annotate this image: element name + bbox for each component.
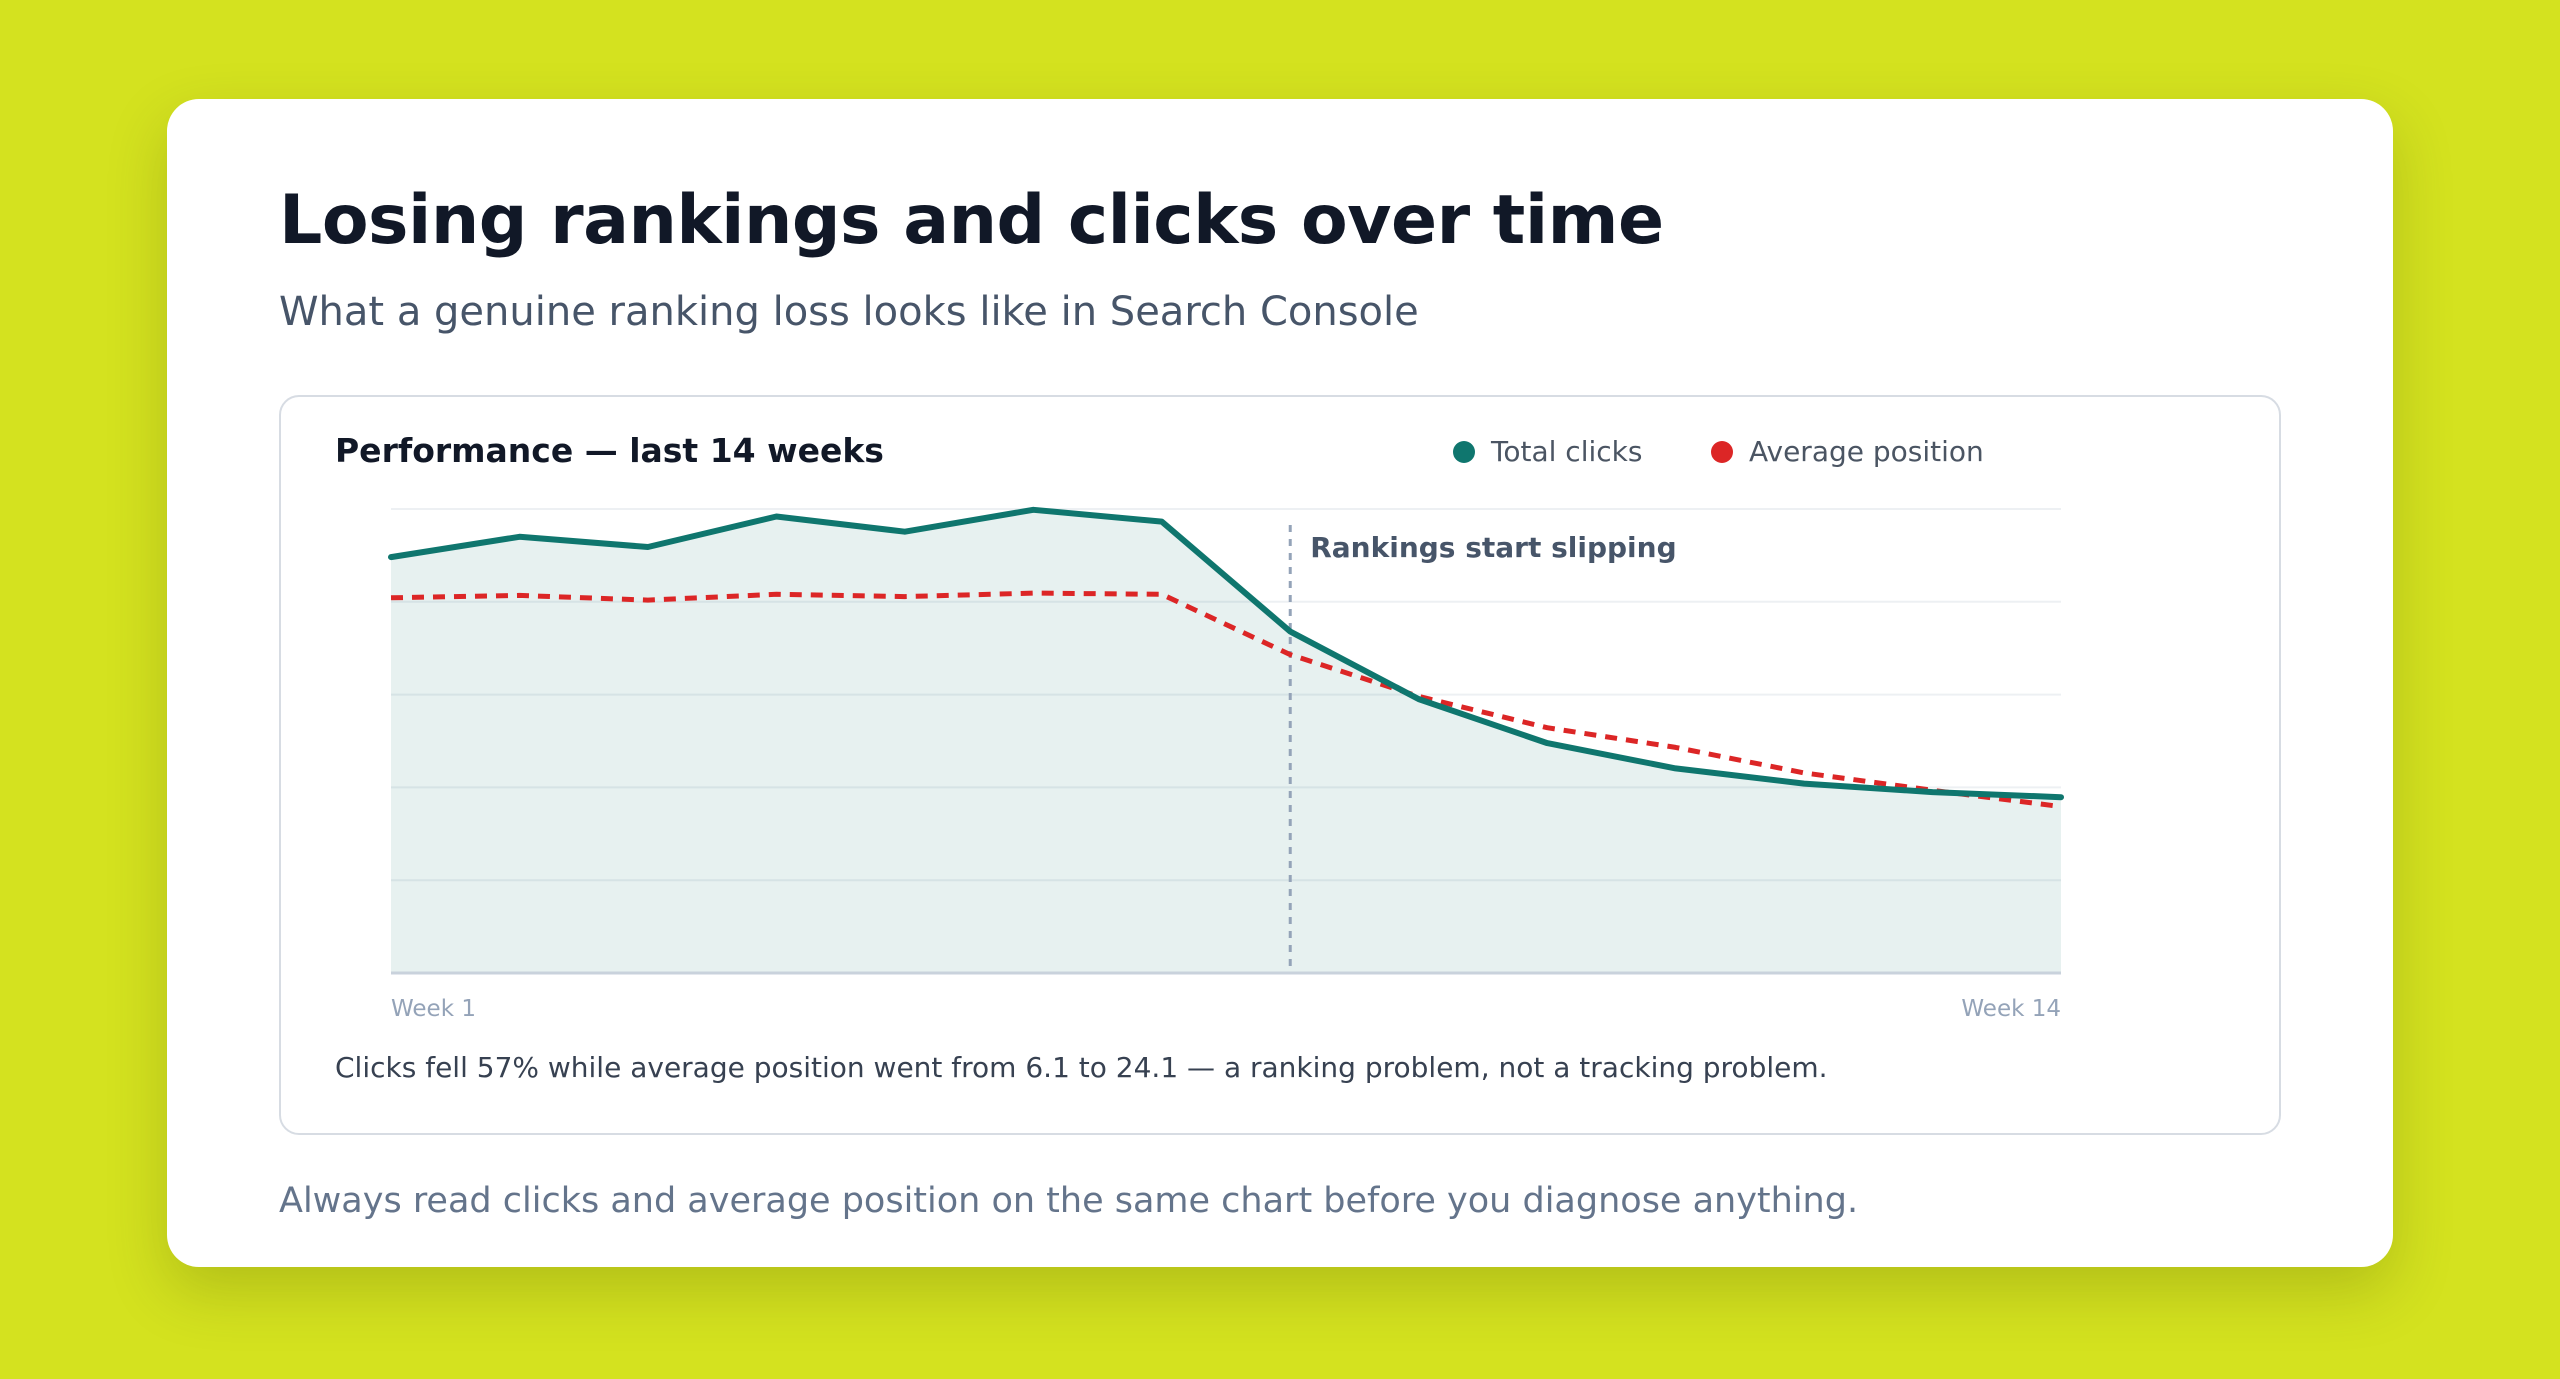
legend-swatch-position [1711,440,1733,463]
line-chart: Rankings start slipping Week 1 Week 14 [388,506,2064,1022]
clicks-area [391,509,2061,973]
legend-swatch-clicks [1453,440,1475,463]
x-tick-label-first: Week 1 [391,996,476,1022]
chart-title: Performance — last 14 weeks [335,431,884,470]
chart-footnote: Clicks fell 57% while average position w… [335,1051,1828,1084]
series-line-total-clicks [388,506,2064,801]
bottom-note: Always read clicks and average position … [279,1181,1859,1221]
chart-panel: Performance — last 14 weeks Total clicks… [279,395,2281,1135]
page-title: Losing rankings and clicks over time [279,181,1664,260]
legend-item-total-clicks: Total clicks [1453,435,1642,468]
legend-label-position: Average position [1749,435,1984,468]
page-subtitle: What a genuine ranking loss looks like i… [279,289,1419,335]
series-line-average-position [390,590,2062,810]
x-tick-label-last: Week 14 [1961,996,2061,1022]
card: Losing rankings and clicks over time Wha… [167,99,2393,1267]
legend-label-clicks: Total clicks [1491,435,1643,468]
annotation-label: Rankings start slipping [1310,531,1676,564]
legend-item-average-position: Average position [1711,435,1984,468]
